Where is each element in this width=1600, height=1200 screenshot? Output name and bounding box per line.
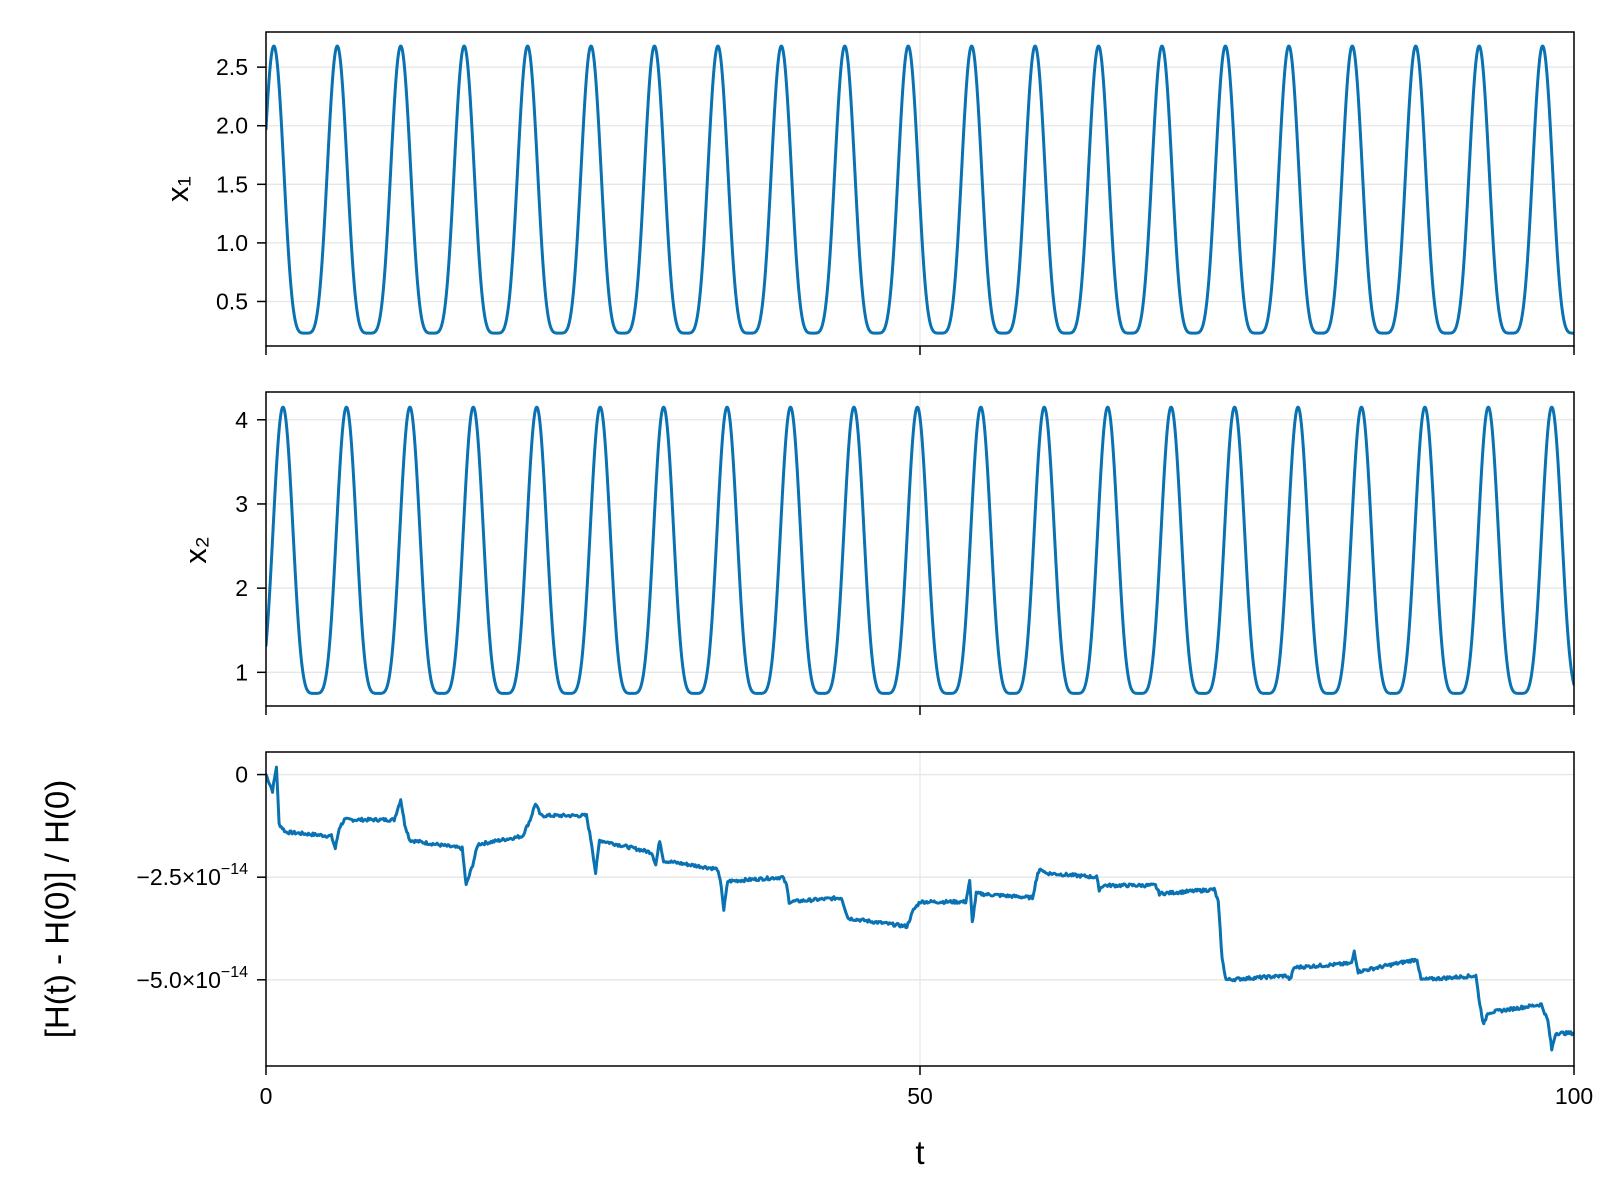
y-tick-label: 4 [235, 407, 248, 433]
y-tick-label: 2.5 [216, 54, 248, 80]
x1-ylabel: x₁ [160, 176, 195, 202]
x1-ticks: 0.5 1.0 1.5 2.0 2.5 [216, 54, 1575, 355]
y-tick-label: 1.5 [216, 171, 248, 197]
y-tick-label-base: −2.5×10 [136, 864, 220, 890]
x2-ylabel: x₂ [178, 536, 213, 564]
energy-series-line [266, 765, 1574, 1052]
x1-series-line [266, 44, 1574, 335]
energy-xlabel: t [915, 1134, 924, 1171]
panel-x2: 1 2 3 4 x₂ [178, 391, 1575, 715]
x-tick-label: 0 [260, 1083, 273, 1109]
x-tick-label: 100 [1555, 1083, 1593, 1109]
y-tick-label-base: −5.0×10 [136, 967, 220, 993]
panel-x1: 0.5 1.0 1.5 2.0 2.5 x₁ [160, 31, 1575, 355]
y-tick-label: 0 [235, 762, 248, 788]
x2-series-line [266, 405, 1574, 695]
y-tick-label: 3 [235, 491, 248, 517]
y-tick-label: 0.5 [216, 288, 248, 314]
y-tick-label: 1.0 [216, 230, 248, 256]
y-tick-label: −2.5×10−14 [136, 861, 248, 890]
y-tick-label-exponent: −14 [221, 964, 248, 981]
y-tick-label-exponent: −14 [221, 861, 248, 878]
x2-ticks: 1 2 3 4 [235, 407, 1575, 715]
y-tick-label: −5.0×10−14 [136, 964, 248, 993]
y-tick-label: 2.0 [216, 113, 248, 139]
energy-ylabel: [H(t) - H(0)] / H(0) [39, 780, 76, 1038]
x-tick-label: 50 [907, 1083, 933, 1109]
y-tick-label: 2 [235, 575, 248, 601]
y-tick-label: 1 [235, 659, 248, 685]
y-tick-label-base: 0 [235, 762, 248, 788]
